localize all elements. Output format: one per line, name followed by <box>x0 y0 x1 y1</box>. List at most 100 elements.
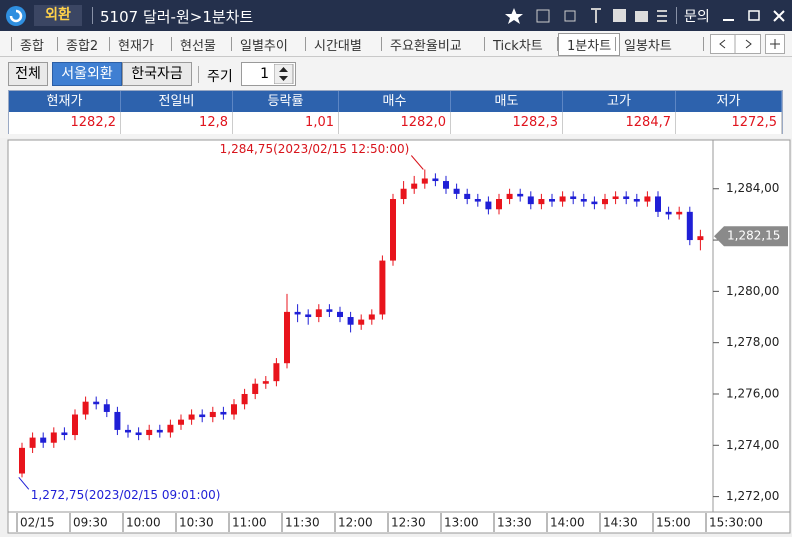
candle-body <box>676 211 683 215</box>
tab[interactable]: 주요환율비교 <box>390 39 462 54</box>
y-tick-label: 1,274,00 <box>726 438 779 452</box>
inquiry-button[interactable]: 문의 <box>684 9 710 25</box>
candle-body <box>135 432 142 436</box>
candle-body <box>390 199 396 261</box>
x-tick-label: 15:30:00 <box>709 516 763 530</box>
tab-separator <box>231 37 232 51</box>
tab[interactable]: 일봉차트 <box>624 39 672 54</box>
candle-body <box>485 201 492 210</box>
candle-body <box>305 314 312 318</box>
candle-body <box>644 196 651 202</box>
filter-button[interactable]: 한국자금 <box>122 62 192 86</box>
tab[interactable]: 현선물 <box>180 39 216 54</box>
logo <box>6 6 26 26</box>
candle-body <box>72 414 78 436</box>
candle-body <box>209 411 216 418</box>
candle-body <box>686 211 693 241</box>
tab[interactable]: 일별추이 <box>240 39 288 54</box>
candle-body <box>273 363 280 382</box>
candle-body <box>29 437 36 448</box>
candle-body <box>114 411 121 430</box>
candle-body <box>443 181 449 189</box>
table-cell: 1284,7 <box>563 112 676 134</box>
x-axis-panel <box>7 511 791 534</box>
tab[interactable]: 현재가 <box>118 39 154 54</box>
y-tick-label: 1,280,00 <box>726 284 779 298</box>
candle-body <box>421 178 428 184</box>
candle-body <box>453 188 460 194</box>
x-tick-label: 12:30 <box>391 516 426 530</box>
divider <box>198 66 199 83</box>
candle-body <box>347 317 354 325</box>
tab-nav[interactable] <box>710 34 786 54</box>
candle-body <box>633 199 640 202</box>
table-header: 고가 <box>563 91 676 112</box>
annotation-arrow <box>18 477 30 490</box>
candle-body <box>464 193 471 200</box>
candle-body <box>93 401 100 405</box>
window-controls[interactable] <box>720 8 790 24</box>
candle-body <box>252 383 259 394</box>
x-tick-label: 14:00 <box>550 516 585 530</box>
candle-body <box>156 429 163 433</box>
candle-body <box>61 432 68 436</box>
x-tick-label: 10:30 <box>179 516 214 530</box>
candle-body <box>146 429 153 436</box>
window-title: 5107 달러-원>1분차트 <box>100 8 254 26</box>
title-bar: 외환 5107 달러-원>1분차트 문의 <box>0 0 792 31</box>
toolbar-icons[interactable] <box>505 6 675 26</box>
candle-body <box>167 424 174 433</box>
spinner[interactable] <box>274 64 294 84</box>
candle-body <box>559 196 566 202</box>
candle-body <box>50 432 57 443</box>
table-cell: 1282,3 <box>451 112 563 134</box>
candle-body <box>178 419 184 425</box>
table-header: 등락률 <box>233 91 339 112</box>
tab-separator <box>11 37 12 51</box>
x-tick-label: 11:30 <box>285 516 320 530</box>
y-tick-label: 1,284,00 <box>726 181 779 195</box>
candle-body <box>220 411 227 415</box>
x-tick-label: 10:00 <box>126 516 161 530</box>
candle-body <box>697 236 704 241</box>
current-price-tag <box>714 226 788 247</box>
table-cell: 1,01 <box>233 112 339 134</box>
current-price-label: 1,282,15 <box>727 229 780 243</box>
candle-body <box>337 311 343 318</box>
x-tick-label: 12:00 <box>338 516 373 530</box>
candle-body <box>474 199 481 202</box>
tab[interactable]: 1분차트 <box>558 33 621 56</box>
tab-bar: 종합 종합2 현재가 현선물 일별추이 시간대별 주요환율비교 Tick차트 1분차트 일봉차트 <box>0 31 792 57</box>
tab[interactable]: 종합 <box>20 39 44 54</box>
candle-body <box>591 201 598 205</box>
filter-button[interactable]: 전체 <box>8 62 48 86</box>
candle-body <box>549 199 555 202</box>
candle-body <box>40 437 47 443</box>
toolbar: 전체 서울외환 한국자금 주기 1 <box>0 57 792 89</box>
candle-body <box>103 404 110 412</box>
annotation: 1,272,75(2023/02/15 09:01:00) <box>31 488 221 502</box>
x-tick-label: 15:00 <box>656 516 691 530</box>
tab[interactable]: 종합2 <box>66 39 99 54</box>
tab[interactable]: Tick차트 <box>493 39 543 54</box>
table-header: 현재가 <box>9 91 121 112</box>
candle-body <box>368 314 375 320</box>
y-tick-label: 1,272,00 <box>726 489 779 503</box>
x-tick-label: 09:30 <box>73 516 108 530</box>
tab-separator <box>703 37 704 51</box>
candle-body <box>623 196 630 200</box>
x-tick-label: 11:00 <box>232 516 267 530</box>
annotation-arrow <box>410 155 424 170</box>
table-header: 저가 <box>676 91 782 112</box>
table-header: 전일비 <box>121 91 233 112</box>
plot-area <box>7 139 714 513</box>
y-axis-panel <box>712 139 791 513</box>
tab[interactable]: 시간대별 <box>314 39 362 54</box>
candle-body <box>580 199 587 202</box>
table-cell: 1282,0 <box>339 112 451 134</box>
filter-button[interactable]: 서울외환 <box>52 62 122 86</box>
divider <box>676 7 677 24</box>
candle-body <box>570 196 577 200</box>
table-cell: 12,8 <box>121 112 233 134</box>
